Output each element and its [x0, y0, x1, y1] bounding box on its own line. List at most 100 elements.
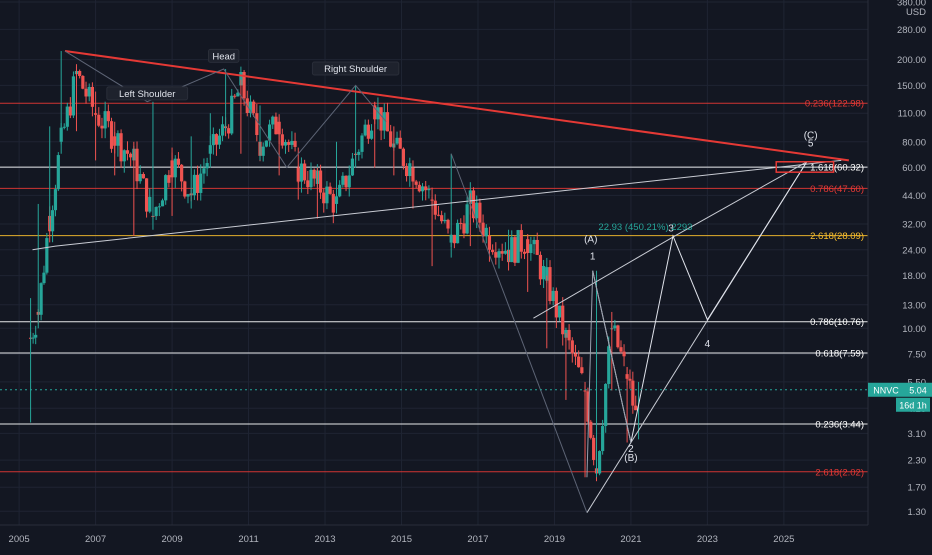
time-axis-bg [0, 525, 932, 550]
wave-label: 2 [628, 444, 634, 455]
candle-body [211, 134, 215, 146]
candle-body [220, 124, 225, 136]
candle-body [331, 193, 335, 213]
candle-body [280, 134, 284, 146]
candle-body [42, 272, 46, 284]
candle-body [601, 426, 605, 452]
time-tick-label: 2021 [620, 534, 641, 545]
candle-body [125, 150, 130, 154]
candle-body [283, 142, 288, 146]
candle-body [50, 210, 55, 232]
last-price-badge: 5.04 [909, 385, 927, 395]
candle-body [360, 135, 364, 152]
candle-body [535, 239, 539, 255]
candle-body [513, 237, 517, 263]
candle-body [395, 137, 399, 144]
candle-body [443, 219, 447, 222]
price-tick-label: 1.30 [908, 507, 927, 518]
candle-body [592, 437, 596, 460]
candle-body [522, 251, 527, 254]
time-tick-label: 2013 [314, 534, 335, 545]
candle-body [144, 178, 149, 212]
price-tick-label: 24.00 [902, 245, 926, 256]
candle-body [81, 75, 85, 89]
time-tick-label: 2015 [391, 534, 412, 545]
candle-body [318, 170, 323, 193]
candle-body [436, 214, 441, 216]
price-tick-label: 18.00 [902, 271, 926, 282]
candle-body [97, 114, 101, 126]
candle-body [239, 72, 243, 86]
fib-level-label: 0.618(7.59) [815, 349, 864, 360]
candle-body [205, 163, 209, 169]
candle-body [56, 155, 60, 190]
candle-body [497, 251, 501, 258]
candle-body [363, 124, 367, 136]
candle-body [557, 305, 562, 318]
candle-body [106, 111, 110, 122]
candle-body [236, 92, 240, 97]
decline-line [450, 153, 588, 513]
candle-body [267, 124, 272, 141]
candle-body [325, 186, 329, 204]
candle-body [116, 133, 120, 146]
candle-body [589, 421, 593, 438]
candle-body [53, 189, 58, 211]
candle-body [135, 148, 139, 182]
candle-body [613, 325, 617, 329]
candle-body [350, 158, 355, 176]
candle-body [186, 194, 190, 197]
grid [0, 0, 868, 525]
candle-body [573, 353, 578, 357]
candle-body [183, 181, 187, 197]
fib-level-label: 2.618(2.02) [815, 467, 864, 478]
wave-label: (B) [624, 453, 637, 464]
price-tick-label: 200.00 [897, 55, 926, 66]
price-tick-label: 110.00 [898, 109, 926, 120]
price-tick-label: 150.00 [897, 81, 926, 92]
candle-body [195, 174, 200, 193]
price-tick-label: 280.00 [897, 25, 926, 36]
candle-body [87, 86, 91, 97]
candle-body [271, 116, 275, 125]
candle-body [516, 230, 520, 263]
candle-body [567, 329, 571, 341]
time-tick-label: 2007 [85, 534, 106, 545]
candle-body [338, 184, 342, 197]
time-tick-label: 2023 [697, 534, 718, 545]
price-tick-label: 10.00 [902, 324, 926, 335]
price-tick-label: 1.70 [908, 483, 927, 494]
candle-body [357, 151, 361, 155]
symbol-badge: NNVC [873, 385, 899, 395]
candle-body [401, 148, 406, 166]
candle-body [78, 70, 82, 76]
candle-body [214, 134, 219, 145]
candle-body [160, 200, 165, 207]
candle-body [604, 383, 608, 427]
candle-body [344, 175, 348, 188]
symbol-badge-bg [868, 382, 904, 397]
last-price-badge-bg [904, 382, 932, 397]
price-tick-label: 380.00 [897, 0, 926, 9]
candle-body [554, 290, 558, 318]
candle-body [274, 116, 278, 135]
candle-body [455, 222, 460, 244]
candle-body [376, 107, 380, 120]
price-tick-label: 7.50 [908, 350, 927, 361]
candle-body [577, 356, 581, 368]
candle-body [157, 206, 161, 208]
time-tick-label: 2019 [544, 534, 565, 545]
candle-body [529, 244, 533, 254]
candle-body [84, 88, 88, 97]
candle-body [545, 267, 549, 281]
candle-body [491, 249, 495, 253]
candle-body [122, 150, 126, 162]
candle-body [519, 230, 523, 252]
candle-body [293, 140, 297, 147]
fib-levels: 0.236(122.98) 1.618(60.32) 0.786(47.60) 2.6… [0, 99, 868, 478]
fib-level-label: 0.236(122.98) [805, 99, 864, 110]
candle-body [138, 174, 142, 182]
candle-body [398, 137, 402, 149]
